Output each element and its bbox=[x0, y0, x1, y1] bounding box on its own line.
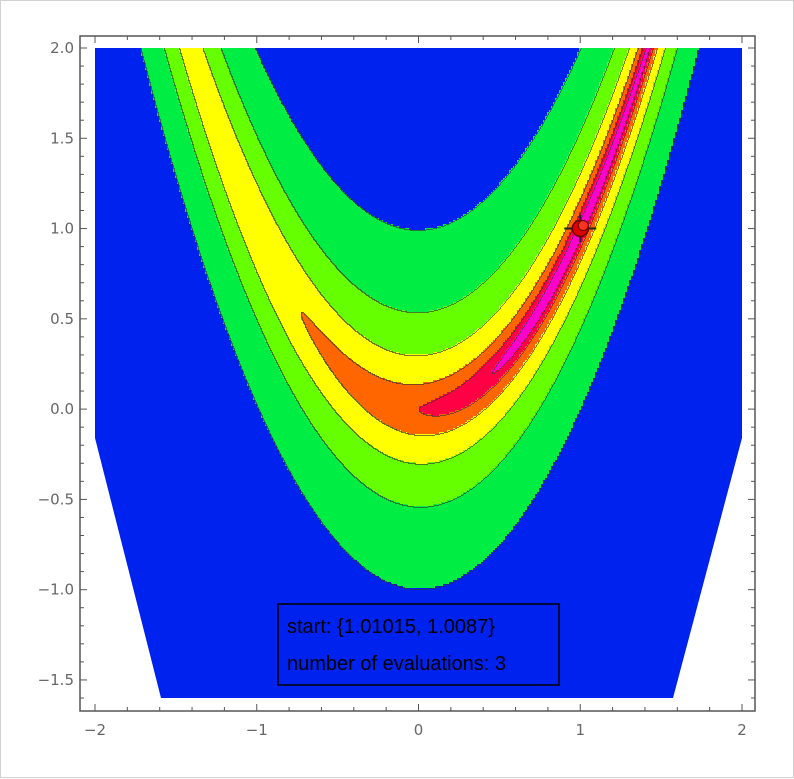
y-tick-label: 1.5 bbox=[50, 129, 74, 147]
contour-band-fill bbox=[301, 48, 657, 434]
contour-band bbox=[419, 48, 653, 416]
contour-band bbox=[491, 48, 649, 372]
x-tick-label: 1 bbox=[575, 721, 585, 739]
y-tick-label: 1.0 bbox=[50, 220, 74, 238]
contour-line bbox=[141, 48, 700, 590]
contour-layer bbox=[95, 48, 742, 698]
contour-lines bbox=[141, 48, 700, 590]
y-tick-label: −0.5 bbox=[38, 490, 74, 508]
start-label: start: {1.01015, 1.0087} bbox=[287, 616, 495, 638]
y-tick-label: 0.0 bbox=[50, 400, 74, 418]
contour-band bbox=[301, 48, 657, 434]
y-tick-label: 2.0 bbox=[50, 39, 74, 57]
contour-line bbox=[492, 48, 651, 374]
y-tick-label: 0.5 bbox=[50, 310, 74, 328]
x-tick-label: 0 bbox=[414, 721, 424, 739]
contour-band-fill bbox=[419, 48, 653, 416]
info-box-border bbox=[277, 603, 560, 686]
x-tick-label: −2 bbox=[84, 721, 106, 739]
y-tick-label: −1.0 bbox=[38, 581, 74, 599]
x-tick-label: 2 bbox=[737, 721, 747, 739]
marker-point-2 bbox=[577, 220, 589, 232]
minimum-marker bbox=[564, 214, 597, 243]
axes: −2 −1 0 1 2 −1.5 −1.0 −0.5 0.0 0.5 1.0 1.5 2.0 bbox=[38, 35, 756, 739]
contour-line bbox=[419, 48, 654, 417]
y-tick-label: −1.5 bbox=[38, 671, 74, 689]
contour-line bbox=[179, 48, 666, 465]
evaluations-label: number of evaluations: 3 bbox=[287, 653, 506, 675]
x-tick-label: −1 bbox=[246, 721, 268, 739]
contour-band-fill bbox=[491, 48, 649, 372]
info-box: start: {1.01015, 1.0087} number of evalu… bbox=[277, 603, 560, 686]
